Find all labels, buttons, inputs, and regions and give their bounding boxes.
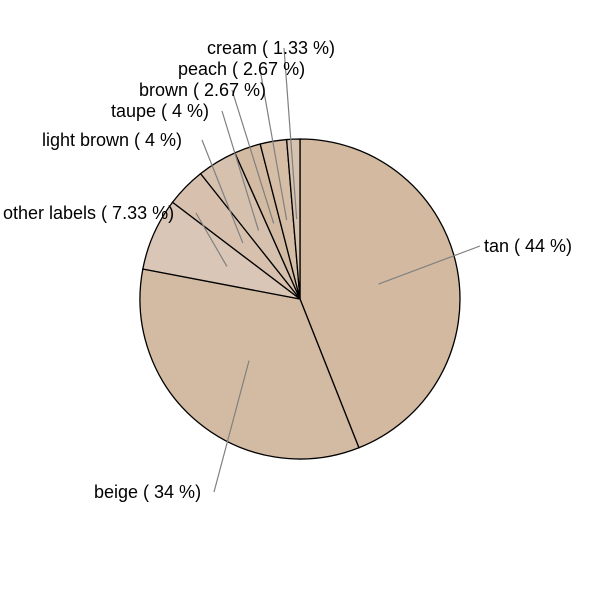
leader-line-brown bbox=[231, 89, 275, 224]
slice-label-beige: beige ( 34 %) bbox=[94, 482, 201, 502]
pie-slice-cream bbox=[285, 138, 301, 300]
slice-label-brown: brown ( 2.67 %) bbox=[139, 80, 266, 100]
leader-line-light-brown bbox=[201, 139, 244, 244]
slice-label-light-brown: light brown ( 4 %) bbox=[42, 130, 182, 150]
label-leader-lines bbox=[195, 47, 481, 493]
slice-label-tan: tan ( 44 %) bbox=[484, 236, 572, 256]
leader-line-peach bbox=[259, 68, 288, 221]
slice-labels: tan ( 44 %) beige ( 34 %) other labels ( 7… bbox=[3, 38, 572, 502]
leader-line-taupe bbox=[221, 110, 260, 231]
slice-label-taupe: taupe ( 4 %) bbox=[111, 101, 209, 121]
slice-label-cream: cream ( 1.33 %) bbox=[207, 38, 335, 58]
slice-label-other-labels: other labels ( 7.33 %) bbox=[3, 203, 174, 223]
leader-line-other-labels bbox=[195, 212, 228, 267]
leader-line-beige bbox=[213, 360, 250, 493]
leader-line-tan bbox=[378, 245, 481, 285]
pie-slice-beige bbox=[139, 268, 360, 460]
pie-slice-tan bbox=[299, 138, 461, 449]
slice-label-peach: peach ( 2.67 %) bbox=[178, 59, 305, 79]
pie-slices bbox=[139, 138, 461, 460]
leader-line-cream bbox=[283, 47, 298, 220]
